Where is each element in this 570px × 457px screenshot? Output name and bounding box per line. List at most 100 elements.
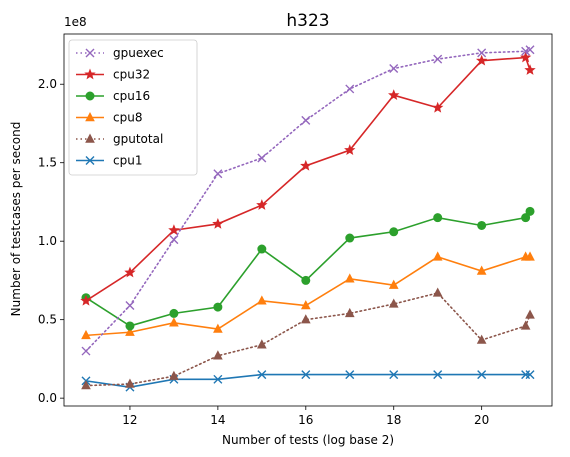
data-point [169, 370, 179, 380]
x-tick-label: 16 [298, 413, 313, 427]
series-gpuexec [81, 45, 535, 356]
data-point [212, 217, 224, 229]
data-point [432, 287, 443, 297]
series-line [85, 373, 531, 388]
data-point [525, 251, 535, 261]
series-cpu8 [81, 251, 535, 340]
axes-frame [63, 33, 553, 407]
legend-label: cpu1 [113, 154, 142, 168]
series-gputotal [81, 287, 535, 390]
data-point [432, 101, 444, 113]
data-point [125, 326, 135, 336]
data-point [256, 199, 268, 210]
data-point [433, 213, 443, 223]
data-point [388, 279, 399, 289]
data-point [169, 235, 179, 245]
data-point [525, 309, 535, 319]
data-point [257, 244, 267, 254]
legend-entry: cpu1 [76, 154, 142, 168]
data-point [476, 265, 487, 275]
data-point [477, 370, 487, 380]
legend-entry: gputotal [76, 132, 163, 146]
x-tick-label: 18 [386, 413, 401, 427]
data-point [124, 266, 136, 278]
legend-entry: cpu16 [76, 89, 150, 103]
legend-label: gpuexec [113, 46, 164, 60]
data-point [213, 302, 223, 312]
series-cpu16 [81, 206, 535, 331]
data-point [389, 227, 399, 237]
data-point [432, 251, 443, 261]
data-point [81, 380, 91, 390]
data-point [80, 294, 92, 306]
data-point [257, 153, 267, 163]
data-point [525, 370, 535, 380]
data-point [125, 301, 135, 311]
data-point [344, 307, 355, 318]
y-offset-label: 1e8 [64, 15, 87, 29]
x-tick-label: 14 [210, 413, 225, 427]
data-point [388, 298, 399, 308]
series-cpu32 [80, 51, 536, 306]
data-point [169, 308, 179, 318]
series-line [85, 210, 531, 327]
data-point [300, 300, 311, 310]
data-point [168, 224, 180, 236]
series-cpu1 [81, 370, 535, 392]
series-layer [80, 45, 536, 392]
data-point [344, 273, 355, 283]
data-point [125, 321, 135, 331]
data-point [300, 314, 311, 324]
data-point [525, 206, 535, 216]
data-point [81, 329, 91, 340]
y-tick-label: 0.0 [38, 391, 57, 405]
legend-label: cpu8 [113, 111, 142, 125]
y-tick-label: 1.5 [38, 156, 57, 170]
data-point [301, 115, 311, 125]
axes-layer: 12 14 16 18 20 0.0 0.5 1.0 1.5 2.0 [38, 33, 553, 427]
data-point [300, 159, 312, 171]
data-point [520, 320, 531, 330]
data-point [81, 346, 91, 356]
data-point [521, 213, 531, 223]
x-axis-label: Number of tests (log base 2) [222, 433, 394, 447]
legend-label: cpu16 [113, 89, 150, 103]
series-line [85, 292, 531, 387]
y-tick-label: 2.0 [38, 77, 57, 91]
legend-label: gputotal [113, 132, 163, 146]
data-point [519, 51, 532, 63]
series-line [85, 56, 531, 302]
data-point [388, 89, 400, 101]
chart-title: h323 [286, 11, 329, 31]
legend: gpuexec cpu32 cpu16 cpu8 gputotal cpu1 [68, 39, 198, 176]
legend-entry: cpu8 [76, 111, 142, 125]
data-point [476, 334, 487, 344]
data-point [433, 54, 443, 64]
data-point [301, 275, 311, 285]
data-point [525, 45, 535, 55]
data-point [524, 64, 536, 75]
data-point [433, 370, 443, 380]
data-point [85, 133, 95, 143]
data-point [85, 91, 95, 101]
data-point [213, 323, 223, 333]
data-point [477, 220, 487, 230]
legend-entry: gpuexec [76, 46, 164, 60]
data-point [125, 378, 135, 388]
data-point [389, 64, 399, 74]
data-point [345, 233, 355, 243]
data-point [345, 370, 355, 380]
data-point [85, 156, 95, 165]
data-point [85, 112, 95, 122]
y-tick-label: 1.0 [38, 234, 57, 248]
data-point [169, 317, 179, 327]
legend-entry: cpu32 [76, 68, 150, 82]
data-point [257, 370, 267, 380]
data-point [257, 339, 267, 349]
data-point [84, 68, 96, 80]
data-point [301, 370, 311, 380]
data-point [477, 48, 487, 58]
y-axis-label: Number of testcases per second [9, 122, 23, 317]
y-tick-label: 0.5 [38, 313, 57, 327]
